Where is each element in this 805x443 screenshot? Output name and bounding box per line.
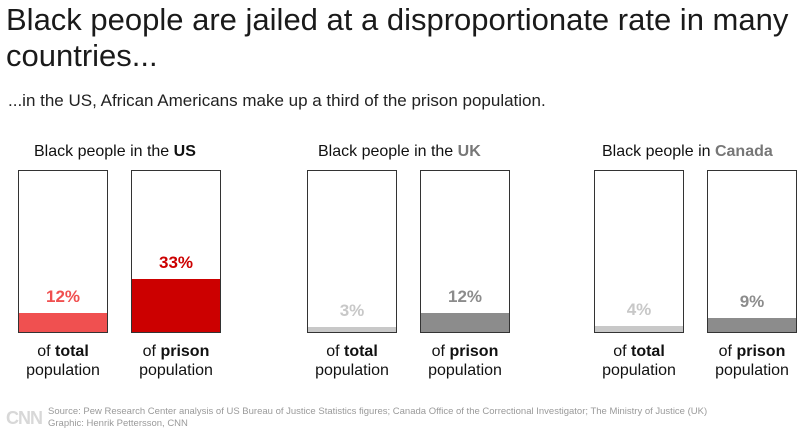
source-note: Source: Pew Research Center analysis of … xyxy=(48,406,798,430)
panel-title-prefix: Black people in the xyxy=(318,143,458,160)
caption-category: prison xyxy=(736,343,786,360)
caption-of: of xyxy=(718,343,737,360)
caption-category: total xyxy=(631,343,665,360)
cnn-logo: CNN xyxy=(6,408,43,428)
panel-title-country: UK xyxy=(457,143,481,160)
data-label-canada-prison: 9% xyxy=(739,292,765,311)
caption-category: prison xyxy=(449,343,499,360)
caption-population: population xyxy=(139,362,213,379)
bar-box-uk-prison xyxy=(420,170,510,333)
bar-box-uk-total xyxy=(307,170,397,333)
caption-of: of xyxy=(431,343,450,360)
caption-canada-total: of total population xyxy=(584,342,694,380)
caption-population: population xyxy=(715,362,789,379)
chart-title: Black people are jailed at a disproporti… xyxy=(6,2,789,73)
bar-box-canada-prison xyxy=(707,170,797,333)
panel-title-country: US xyxy=(173,143,196,160)
bar-box-us-total xyxy=(18,170,108,333)
chart-subtitle: ...in the US, African Americans make up … xyxy=(8,91,546,110)
panel-title-uk: Black people in the UK xyxy=(318,143,481,161)
caption-of: of xyxy=(613,343,631,360)
caption-category: total xyxy=(344,343,378,360)
caption-category: total xyxy=(55,343,89,360)
data-label-uk-prison: 12% xyxy=(447,287,483,306)
source-text: Source: Pew Research Center analysis of … xyxy=(48,406,708,417)
caption-population: population xyxy=(602,362,676,379)
bar-box-us-prison xyxy=(131,170,221,333)
data-label-uk-total: 3% xyxy=(339,301,365,320)
panel-title-canada: Black people in Canada xyxy=(602,143,773,161)
bar-uk-prison xyxy=(421,313,509,332)
caption-us-prison: of prison population xyxy=(121,342,231,380)
caption-of: of xyxy=(326,343,344,360)
caption-of: of xyxy=(37,343,55,360)
caption-population: population xyxy=(428,362,502,379)
bar-box-canada-total xyxy=(594,170,684,333)
bar-canada-total xyxy=(595,326,683,332)
data-label-canada-total: 4% xyxy=(626,300,652,319)
graphic-credit: Graphic: Henrik Pettersson, CNN xyxy=(48,418,188,429)
caption-uk-total: of total population xyxy=(297,342,407,380)
caption-canada-prison: of prison population xyxy=(697,342,805,380)
caption-of: of xyxy=(142,343,161,360)
caption-population: population xyxy=(315,362,389,379)
panel-title-prefix: Black people in the xyxy=(34,143,174,160)
bar-uk-total xyxy=(308,327,396,332)
caption-us-total: of total population xyxy=(8,342,118,380)
caption-category: prison xyxy=(160,343,210,360)
panel-title-us: Black people in the US xyxy=(34,143,196,161)
bar-canada-prison xyxy=(708,318,796,332)
data-label-us-prison: 33% xyxy=(158,253,194,272)
data-label-us-total: 12% xyxy=(45,287,81,306)
caption-uk-prison: of prison population xyxy=(410,342,520,380)
caption-population: population xyxy=(26,362,100,379)
bar-us-total xyxy=(19,313,107,332)
panel-title-country: Canada xyxy=(714,143,773,160)
panel-title-prefix: Black people in xyxy=(602,143,715,160)
bar-us-prison xyxy=(132,279,220,332)
